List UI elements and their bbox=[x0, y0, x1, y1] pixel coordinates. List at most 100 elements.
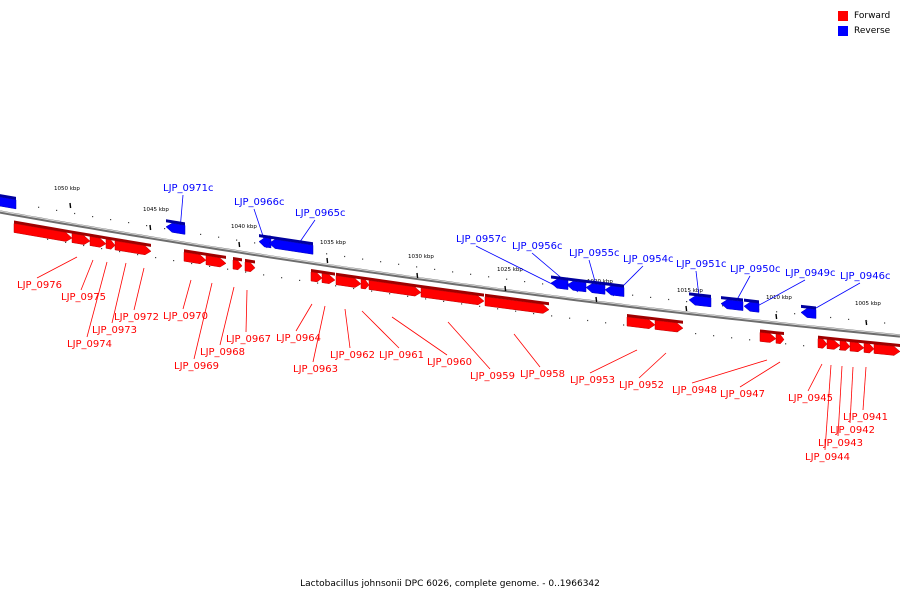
gene-arrow-body bbox=[604, 285, 625, 297]
tick-mark bbox=[416, 272, 419, 279]
minor-tick-dot bbox=[497, 308, 499, 310]
tick-label: 1030 kbp bbox=[408, 254, 434, 260]
gene-arrow-ljp-0950c bbox=[720, 296, 744, 311]
tick-mark bbox=[685, 305, 688, 312]
legend-forward: Forward bbox=[838, 8, 898, 23]
gene-arrow-ljp-0968 bbox=[232, 257, 243, 271]
minor-tick-dot bbox=[389, 293, 391, 295]
minor-tick-dot bbox=[488, 276, 490, 278]
gene-arrow-ljp-0962 bbox=[335, 272, 362, 288]
gene-label-ljp-0961: LJP_0961 bbox=[379, 350, 424, 361]
gene-label-ljp-0954c: LJP_0954c bbox=[623, 254, 674, 265]
gene-arrow-body bbox=[310, 271, 323, 283]
gene-arrow-body bbox=[775, 333, 785, 344]
gene-arrow-top bbox=[818, 335, 827, 340]
gene-arrow-top bbox=[311, 268, 322, 274]
tick-mark bbox=[775, 313, 778, 320]
leader-line bbox=[807, 363, 823, 392]
tick-label: 1015 kbp bbox=[677, 288, 703, 294]
forward-swatch bbox=[838, 10, 848, 21]
gene-arrow-top bbox=[760, 329, 776, 335]
gene-arrow-ljp-0969 bbox=[205, 252, 227, 268]
gene-arrow-body bbox=[13, 223, 73, 242]
gene-arrow-body bbox=[688, 295, 712, 308]
leader-line bbox=[849, 366, 854, 424]
minor-tick-dot bbox=[227, 268, 229, 270]
minor-tick-dot bbox=[785, 343, 787, 345]
legend-reverse: Reverse bbox=[838, 23, 898, 38]
gene-arrow-ljp-0967 bbox=[244, 258, 256, 272]
gene-label-ljp-0964: LJP_0964 bbox=[276, 333, 321, 344]
minor-tick-dot bbox=[254, 242, 256, 244]
minor-tick-dot bbox=[416, 266, 418, 268]
leader-line bbox=[219, 286, 235, 346]
minor-tick-dot bbox=[731, 337, 733, 339]
gene-arrow-ljp-0970 bbox=[183, 249, 207, 265]
gene-arrow-body bbox=[873, 344, 900, 356]
gene-label-ljp-0946c: LJP_0946c bbox=[840, 271, 891, 282]
gene-arrow-ljp-0941 bbox=[863, 340, 875, 354]
tick-label: 1025 kbp bbox=[497, 267, 523, 273]
gene-arrow-top bbox=[184, 249, 206, 256]
minor-tick-dot bbox=[362, 258, 364, 260]
minor-tick-dot bbox=[119, 251, 121, 253]
minor-tick-dot bbox=[470, 273, 472, 275]
gene-label-ljp-0951c: LJP_0951c bbox=[676, 259, 727, 270]
tick-mark bbox=[149, 224, 152, 231]
minor-tick-dot bbox=[155, 257, 157, 259]
minor-tick-dot bbox=[479, 305, 481, 307]
gene-arrow-top bbox=[627, 313, 655, 321]
gene-arrow-top bbox=[269, 235, 313, 246]
minor-tick-dot bbox=[542, 283, 544, 285]
gene-label-ljp-0968: LJP_0968 bbox=[200, 347, 245, 358]
gene-label-ljp-0947: LJP_0947 bbox=[720, 389, 765, 400]
minor-tick-dot bbox=[65, 241, 67, 243]
gene-arrow-body bbox=[244, 261, 256, 272]
gene-arrow-top bbox=[689, 292, 711, 298]
gene-label-ljp-0948: LJP_0948 bbox=[672, 385, 717, 396]
gene-arrow-body bbox=[759, 332, 777, 343]
gene-arrow-ljp-0947 bbox=[775, 331, 785, 344]
gene-arrow-ljp-0963 bbox=[321, 270, 336, 284]
gene-arrow-top bbox=[605, 282, 624, 288]
minor-tick-dot bbox=[695, 333, 697, 335]
gene-label-ljp-0953: LJP_0953 bbox=[570, 375, 615, 386]
minor-tick-dot bbox=[668, 298, 670, 301]
leader-line bbox=[86, 261, 108, 338]
minor-tick-dot bbox=[524, 281, 526, 283]
legend-forward-label: Forward bbox=[854, 10, 891, 21]
gene-arrow-ljp-0965c bbox=[268, 235, 314, 255]
axis-highlight bbox=[0, 210, 900, 336]
minor-tick-dot bbox=[335, 285, 337, 287]
minor-tick-dot bbox=[605, 322, 607, 324]
leader-line bbox=[589, 349, 638, 374]
gene-arrow-body bbox=[89, 236, 107, 248]
minor-tick-dot bbox=[434, 268, 436, 270]
tick-mark bbox=[504, 285, 507, 292]
gene-label-ljp-0952: LJP_0952 bbox=[619, 380, 664, 391]
minor-tick-dot bbox=[236, 239, 238, 241]
gene-arrow-top bbox=[14, 220, 72, 234]
gene-arrow-top bbox=[874, 341, 900, 347]
gene-arrow-body bbox=[720, 299, 744, 311]
minor-tick-dot bbox=[191, 262, 193, 265]
gene-arrow-top bbox=[72, 230, 90, 237]
minor-tick-dot bbox=[218, 236, 220, 238]
leader-line bbox=[182, 279, 192, 310]
gene-label-ljp-0967: LJP_0967 bbox=[226, 334, 271, 345]
minor-tick-dot bbox=[146, 225, 148, 227]
minor-tick-dot bbox=[380, 261, 382, 263]
gene-arrow-body bbox=[654, 320, 684, 333]
tick-mark bbox=[238, 241, 241, 248]
leader-line bbox=[361, 310, 400, 349]
minor-tick-dot bbox=[551, 315, 553, 317]
gene-arrow-body bbox=[550, 278, 569, 290]
gene-arrow-ljp-0943 bbox=[839, 337, 851, 351]
leader-line bbox=[193, 282, 213, 360]
gene-arrow-top bbox=[369, 277, 421, 288]
gene-arrow-ljp-0975 bbox=[71, 230, 91, 245]
tick-mark bbox=[595, 296, 598, 303]
gene-arrow-body bbox=[165, 223, 186, 235]
minor-tick-dot bbox=[884, 322, 886, 324]
